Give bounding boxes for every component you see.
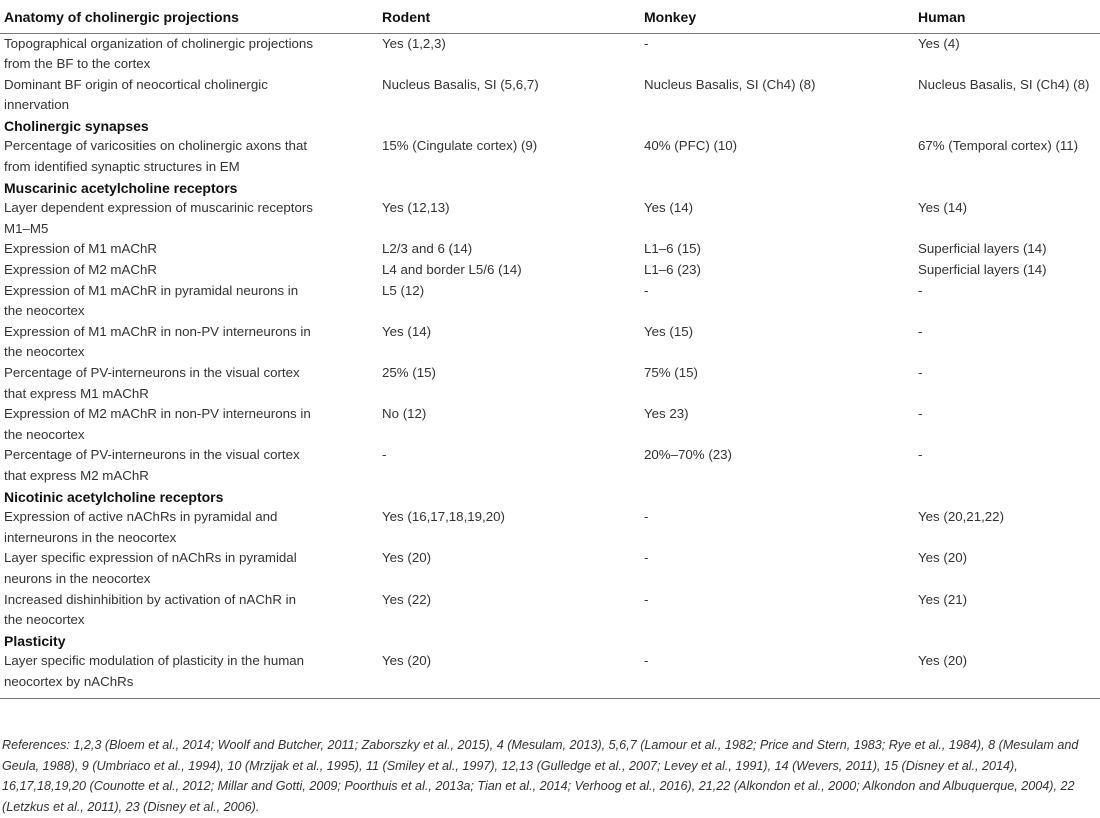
section-heading: Plasticity — [4, 632, 66, 649]
table-row: Expression of M1 mAChR in pyramidal neur… — [0, 281, 1100, 322]
monkey-cell: - — [644, 35, 649, 51]
section-heading-row: Nicotinic acetylcholine receptors — [0, 487, 1100, 508]
monkey-cell: - — [644, 653, 649, 669]
table-row: Layer specific modulation of plasticity … — [0, 651, 1100, 698]
cholinergic-comparison-table: Anatomy of cholinergic projections Roden… — [0, 0, 1100, 698]
table-row: Percentage of varicosities on cholinergi… — [0, 136, 1100, 177]
row-label: Percentage of PV-interneurons in the vis… — [4, 365, 300, 401]
human-cell: - — [918, 365, 923, 380]
monkey-cell: Yes (15) — [644, 323, 694, 339]
monkey-cell: Yes (14) — [644, 200, 694, 216]
table-body: Topographical organization of cholinergi… — [0, 33, 1100, 698]
rodent-cell: Yes (1,2,3) — [382, 35, 446, 51]
monkey-cell: - — [644, 591, 649, 607]
table-row: Expression of M1 mAChR in non-PV interne… — [0, 322, 1100, 363]
row-label: Percentage of PV-interneurons in the vis… — [4, 447, 300, 483]
section-heading-row: Plasticity — [0, 631, 1100, 652]
human-cell: 67% (Temporal cortex) (11) — [918, 138, 1079, 154]
rodent-cell: Yes (20) — [382, 653, 432, 669]
human-cell: - — [918, 282, 923, 298]
monkey-cell: 20%–70% (23) — [644, 447, 732, 463]
rodent-cell: L4 and border L5/6 (14) — [382, 262, 522, 278]
row-label: Expression of M1 mAChR in non-PV interne… — [4, 323, 311, 360]
header-human: Human — [914, 0, 1100, 34]
table-row: Dominant BF origin of neocortical cholin… — [0, 75, 1100, 116]
table-row: Layer dependent expression of muscarinic… — [0, 198, 1100, 239]
rodent-cell: - — [382, 447, 387, 463]
row-label: Dominant BF origin of neocortical cholin… — [4, 76, 268, 113]
table-row: Topographical organization of cholinergi… — [0, 33, 1100, 75]
table-header-row: Anatomy of cholinergic projections Roden… — [0, 0, 1100, 34]
comparison-table-container: Anatomy of cholinergic projections Roden… — [0, 0, 1100, 698]
row-label: Expression of M2 mAChR in non-PV interne… — [4, 406, 311, 442]
header-anatomy: Anatomy of cholinergic projections — [0, 0, 378, 34]
row-label: Increased dishinhibition by activation o… — [4, 591, 296, 628]
rodent-cell: Yes (14) — [382, 323, 432, 339]
monkey-cell: - — [644, 550, 649, 566]
rodent-cell: Nucleus Basalis, SI (5,6,7) — [382, 76, 539, 92]
human-cell: - — [918, 406, 923, 422]
human-cell: Yes (20) — [918, 653, 968, 669]
human-cell: Yes (4) — [918, 35, 960, 51]
section-heading: Nicotinic acetylcholine receptors — [4, 488, 224, 505]
row-label: Expression of M1 mAChR in pyramidal neur… — [4, 282, 299, 319]
section-heading-row: Muscarinic acetylcholine receptors — [0, 178, 1100, 199]
monkey-cell: L1–6 (23) — [644, 262, 701, 278]
monkey-cell: Nucleus Basalis, SI (Ch4) (8) — [644, 76, 816, 92]
table-row: Expression of active nAChRs in pyramidal… — [0, 507, 1100, 548]
row-label: Expression of M1 mAChR — [4, 241, 157, 257]
rodent-cell: Yes (22) — [382, 591, 432, 607]
section-heading: Muscarinic acetylcholine receptors — [4, 179, 238, 196]
monkey-cell: 75% (15) — [644, 365, 698, 380]
row-label: Expression of M2 mAChR — [4, 262, 157, 278]
table-row: Increased dishinhibition by activation o… — [0, 590, 1100, 631]
section-heading: Cholinergic synapses — [4, 117, 149, 134]
row-label: Expression of active nAChRs in pyramidal… — [4, 509, 278, 545]
human-cell: Yes (20,21,22) — [918, 509, 1005, 525]
table-row: Expression of M2 mAChR in non-PV interne… — [0, 404, 1100, 445]
rodent-cell: Yes (20) — [382, 550, 432, 566]
monkey-cell: Yes 23) — [644, 406, 689, 422]
human-cell: Yes (20) — [918, 550, 968, 566]
monkey-cell: 40% (PFC) (10) — [644, 138, 738, 154]
monkey-cell: - — [644, 282, 649, 298]
header-monkey: Monkey — [640, 0, 914, 34]
table-row: Percentage of PV-interneurons in the vis… — [0, 445, 1100, 486]
human-cell: Yes (21) — [918, 591, 968, 607]
header-rodent: Rodent — [378, 0, 640, 34]
section-heading-row: Cholinergic synapses — [0, 116, 1100, 137]
human-cell: - — [918, 447, 923, 463]
rodent-cell: Yes (12,13) — [382, 200, 450, 216]
human-cell: Superficial layers (14) — [918, 241, 1047, 257]
row-label: Topographical organization of cholinergi… — [4, 35, 313, 72]
rodent-cell: L5 (12) — [382, 282, 425, 298]
human-cell: Yes (14) — [918, 200, 968, 216]
row-label: Layer specific modulation of plasticity … — [4, 653, 305, 689]
rodent-cell: Yes (16,17,18,19,20) — [382, 509, 505, 525]
human-cell: - — [918, 323, 923, 339]
table-row: Percentage of PV-interneurons in the vis… — [0, 363, 1100, 404]
table-row: Layer specific expression of nAChRs in p… — [0, 548, 1100, 589]
rodent-cell: L2/3 and 6 (14) — [382, 241, 473, 257]
references-footnote: References: 1,2,3 (Bloem et al., 2014; W… — [2, 738, 1079, 814]
rodent-cell: 25% (15) — [382, 365, 436, 380]
row-label: Layer specific expression of nAChRs in p… — [4, 550, 297, 586]
rodent-cell: 15% (Cingulate cortex) (9) — [382, 138, 538, 154]
table-row: Expression of M2 mAChR L4 and border L5/6… — [0, 260, 1100, 281]
table-row: Expression of M1 mAChR L2/3 and 6 (14) L1–… — [0, 239, 1100, 260]
monkey-cell: L1–6 (15) — [644, 241, 701, 257]
row-label: Layer dependent expression of muscarinic… — [4, 200, 313, 236]
human-cell: Superficial layers (14) — [918, 262, 1047, 278]
monkey-cell: - — [644, 509, 649, 525]
row-label: Percentage of varicosities on cholinergi… — [4, 138, 308, 175]
human-cell: Nucleus Basalis, SI (Ch4) (8) — [918, 76, 1090, 92]
rodent-cell: No (12) — [382, 406, 427, 422]
